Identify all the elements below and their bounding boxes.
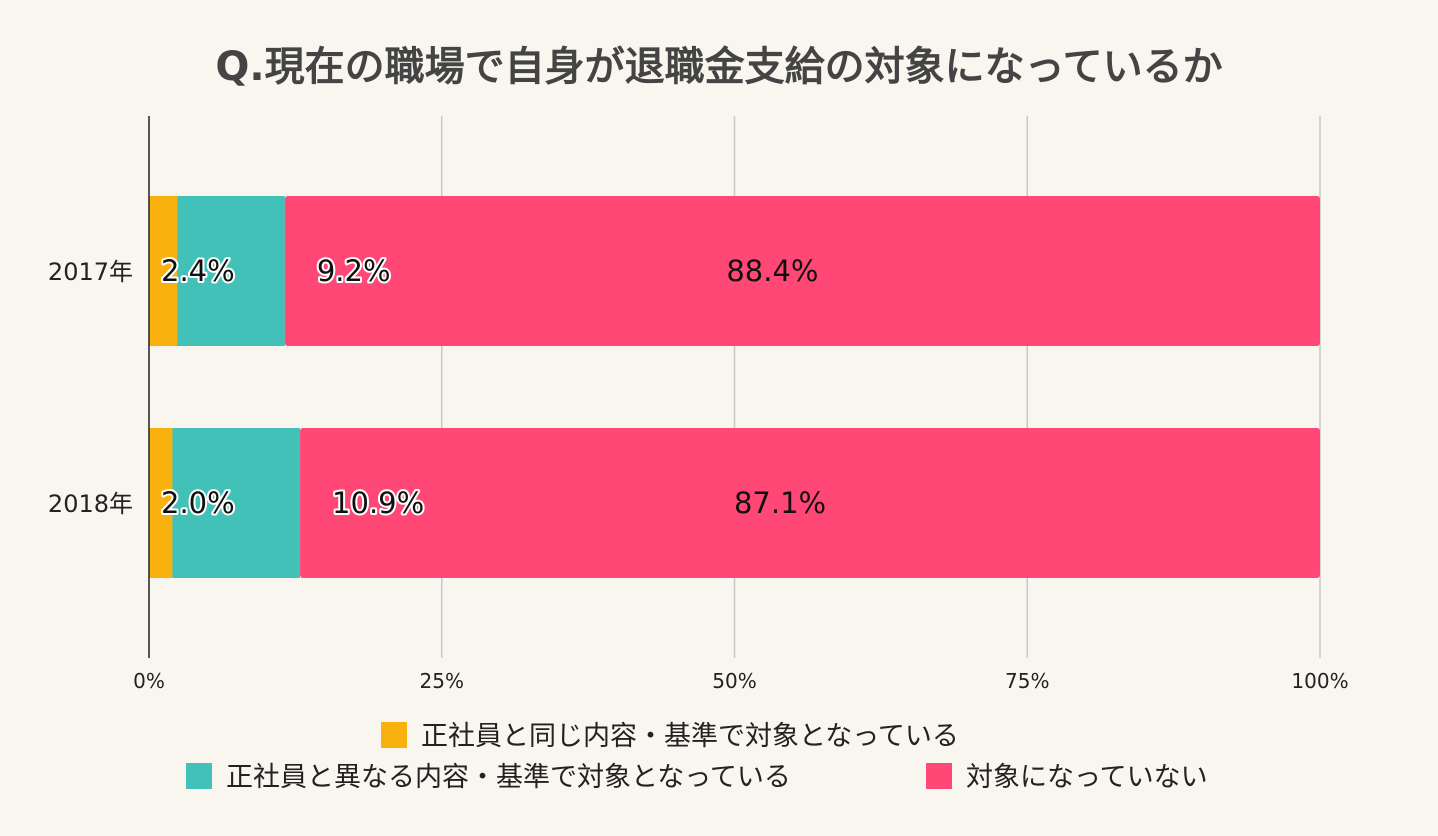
bar-segment xyxy=(149,428,173,578)
legend-swatch xyxy=(926,763,952,789)
bar-layer xyxy=(149,196,1321,578)
bar-segment xyxy=(172,428,301,578)
data-label: 2.4% xyxy=(161,254,235,288)
label-layer: 2.4% 9.2% 88.4% 2.0% 10.9% 87.1% xyxy=(159,252,826,522)
x-tick-label: 100% xyxy=(1291,669,1348,693)
bar-segment xyxy=(177,196,285,346)
category-label: 2017年 xyxy=(48,258,133,286)
data-label: 9.2% xyxy=(317,254,391,288)
legend-label: 正社員と異なる内容・基準で対象となっている xyxy=(226,762,791,793)
legend: 正社員と同じ内容・基準で対象となっている正社員と異なる内容・基準で対象となってい… xyxy=(186,721,1208,793)
data-label: 2.0% xyxy=(161,486,235,520)
axis-layer: 0% 25% 50% 75% 100% 2017年 2018年 xyxy=(48,116,1349,693)
bar-segment xyxy=(300,428,1321,578)
x-tick-label: 50% xyxy=(712,669,756,693)
bar-segment xyxy=(284,196,1321,346)
legend-swatch xyxy=(186,763,212,789)
data-label: 10.9% xyxy=(332,486,424,520)
x-tick-label: 75% xyxy=(1005,669,1049,693)
legend-label: 対象になっていない xyxy=(966,762,1208,793)
data-label: 88.4% xyxy=(726,254,818,288)
bar-segment xyxy=(149,196,178,346)
legend-swatch xyxy=(381,722,407,748)
x-tick-label: 0% xyxy=(133,669,165,693)
category-label: 2018年 xyxy=(48,490,133,518)
chart-title: Q.現在の職場で自身が退職金支給の対象になっているか xyxy=(215,44,1222,90)
legend-label: 正社員と同じ内容・基準で対象となっている xyxy=(421,721,959,752)
x-tick-label: 25% xyxy=(420,669,464,693)
data-label: 87.1% xyxy=(734,486,826,520)
